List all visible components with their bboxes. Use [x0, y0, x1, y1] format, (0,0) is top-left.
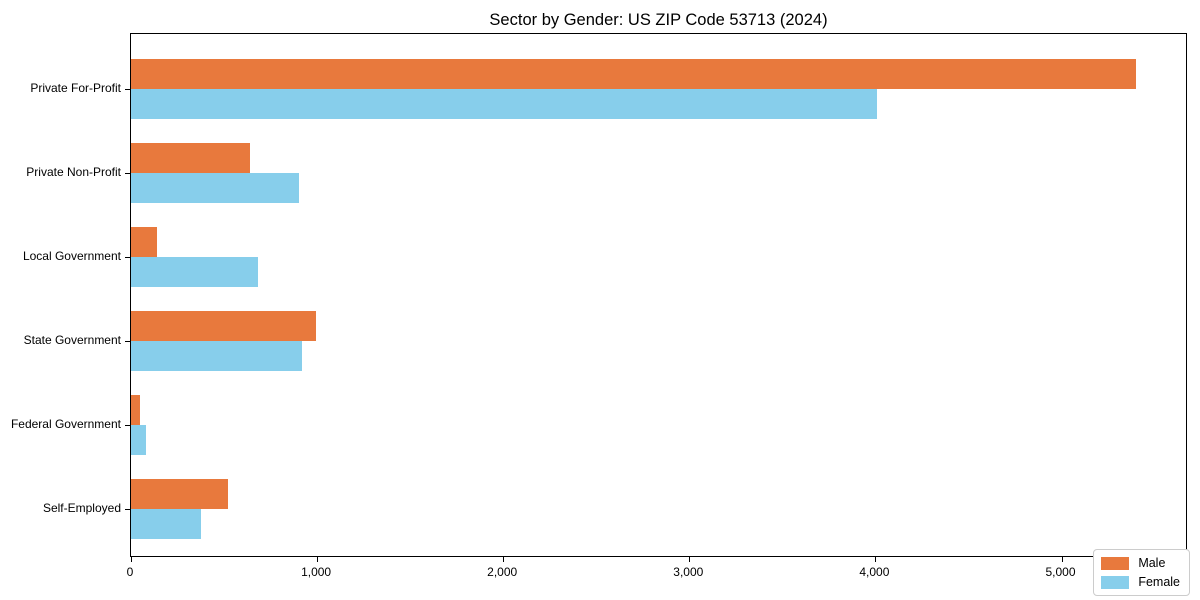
- legend-swatch-female: [1101, 575, 1130, 589]
- bar-male-self-employed: [131, 479, 228, 509]
- y-tick-mark: [125, 341, 131, 342]
- y-tick-mark: [125, 509, 131, 510]
- bar-male-local-government: [131, 227, 158, 257]
- y-tick-label-state-government: State Government: [23, 333, 121, 347]
- bar-female-private-for-profit: [131, 89, 878, 119]
- y-tick-mark: [125, 257, 131, 258]
- x-tick-label-0: 0: [126, 565, 134, 579]
- x-tick-mark: [689, 557, 691, 562]
- bar-female-state-government: [131, 341, 303, 371]
- legend-swatch-male: [1101, 556, 1130, 570]
- chart-title: Sector by Gender: US ZIP Code 53713 (202…: [489, 11, 828, 29]
- x-tick-mark: [1061, 557, 1063, 562]
- legend-item-male: Male: [1101, 556, 1180, 570]
- legend: Male Female: [1093, 549, 1190, 596]
- y-tick-label-federal-government: Federal Government: [10, 417, 121, 431]
- bar-female-local-government: [131, 257, 258, 287]
- x-tick-label-1-000: 1,000: [301, 565, 332, 579]
- bar-female-self-employed: [131, 509, 201, 539]
- bar-male-state-government: [131, 311, 317, 341]
- x-tick-label-2-000: 2,000: [487, 565, 518, 579]
- x-tick-label-5-000: 5,000: [1045, 565, 1076, 579]
- x-tick-mark: [317, 557, 319, 562]
- legend-label-male: Male: [1138, 556, 1166, 570]
- x-tick-label-3-000: 3,000: [673, 565, 704, 579]
- y-tick-label-private-non-profit: Private Non-Profit: [26, 165, 121, 179]
- legend-label-female: Female: [1138, 575, 1180, 589]
- y-tick-mark: [125, 425, 131, 426]
- y-tick-mark: [125, 89, 131, 90]
- bar-female-private-non-profit: [131, 173, 299, 203]
- bar-male-federal-government: [131, 395, 141, 425]
- y-tick-mark: [125, 173, 131, 174]
- y-tick-label-private-for-profit: Private For-Profit: [30, 81, 121, 95]
- y-tick-label-self-employed: Self-Employed: [42, 501, 121, 515]
- bar-male-private-non-profit: [131, 143, 251, 173]
- x-tick-mark: [503, 557, 505, 562]
- legend-item-female: Female: [1101, 575, 1180, 589]
- x-tick-mark: [131, 557, 132, 562]
- plot-area: [125, 33, 1187, 562]
- y-tick-label-local-government: Local Government: [22, 249, 121, 263]
- x-tick-label-4-000: 4,000: [859, 565, 890, 579]
- bar-male-private-for-profit: [131, 59, 1136, 89]
- bar-female-federal-government: [131, 425, 146, 455]
- x-tick-mark: [875, 557, 877, 562]
